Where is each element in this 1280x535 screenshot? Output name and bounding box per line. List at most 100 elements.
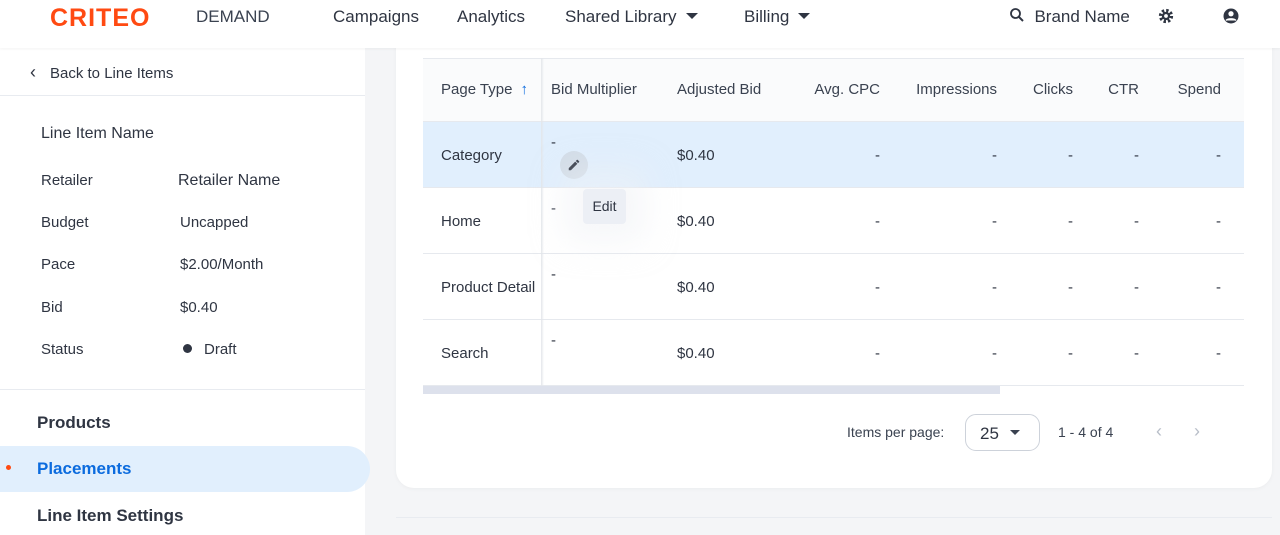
cell-avg-cpc: - xyxy=(875,147,880,164)
nav-label: Billing xyxy=(744,7,790,26)
caret-down-icon xyxy=(798,13,811,19)
caret-down-icon xyxy=(685,13,698,19)
cell-bid-multiplier: - xyxy=(551,332,556,349)
cell-ctr: - xyxy=(1134,279,1139,296)
top-header: CRITEO DEMAND Campaigns Analytics Shared… xyxy=(0,0,1280,48)
criteo-logo[interactable]: CRITEO xyxy=(50,4,151,32)
nav-shared-library[interactable]: Shared Library xyxy=(565,7,698,27)
cell-page-type: Product Detail xyxy=(441,279,536,296)
table-row[interactable]: Category - $0.40 - - - - - xyxy=(423,122,1244,188)
col-clicks[interactable]: Clicks xyxy=(1033,81,1073,98)
detail-value: $2.00/Month xyxy=(180,256,264,273)
sort-up-icon: ↑ xyxy=(520,81,528,98)
brand-name: Brand Name xyxy=(1034,7,1130,26)
detail-value: Uncapped xyxy=(180,214,249,231)
cell-avg-cpc: - xyxy=(875,345,880,362)
col-adjusted-bid[interactable]: Adjusted Bid xyxy=(677,81,762,98)
col-avg-cpc[interactable]: Avg. CPC xyxy=(814,81,880,98)
col-ctr[interactable]: CTR xyxy=(1108,81,1139,98)
cell-spend: - xyxy=(1216,147,1221,164)
sticky-column-shadow xyxy=(541,58,544,386)
cell-clicks: - xyxy=(1068,345,1073,362)
cell-avg-cpc: - xyxy=(875,213,880,230)
cell-spend: - xyxy=(1216,213,1221,230)
per-page-value: 25 xyxy=(980,424,999,443)
cell-adjusted-bid: $0.40 xyxy=(677,147,715,164)
detail-label: Bid xyxy=(41,299,63,316)
items-per-page-select[interactable]: 25 xyxy=(965,414,1040,451)
col-spend[interactable]: Spend xyxy=(1177,81,1221,98)
cell-spend: - xyxy=(1216,279,1221,296)
cell-bid-multiplier: - xyxy=(551,266,556,283)
section-placements[interactable]: Placements xyxy=(0,446,370,492)
gear-icon[interactable] xyxy=(1157,7,1175,25)
page-range: 1 - 4 of 4 xyxy=(1058,424,1114,440)
chevron-left-icon: ‹ xyxy=(30,62,36,82)
status-dot-icon xyxy=(183,344,192,353)
cell-spend: - xyxy=(1216,345,1221,362)
cell-ctr: - xyxy=(1134,345,1139,362)
cell-clicks: - xyxy=(1068,147,1073,164)
divider xyxy=(0,95,365,96)
line-item-name: Line Item Name xyxy=(41,125,154,142)
edit-tooltip: Edit xyxy=(583,189,626,224)
cell-adjusted-bid: $0.40 xyxy=(677,279,715,296)
cell-impressions: - xyxy=(992,213,997,230)
product-name: DEMAND xyxy=(196,7,270,26)
cell-impressions: - xyxy=(992,279,997,296)
col-page-type[interactable]: Page Type ↑ xyxy=(441,81,528,98)
divider xyxy=(0,389,365,390)
status-badge: Draft xyxy=(180,341,237,358)
next-page-button[interactable]: › xyxy=(1194,421,1200,441)
detail-label: Pace xyxy=(41,256,76,273)
col-label: Page Type xyxy=(441,81,513,98)
cell-clicks: - xyxy=(1068,279,1073,296)
cell-page-type: Category xyxy=(441,147,502,164)
divider xyxy=(396,517,1272,518)
detail-label: Status xyxy=(41,341,84,358)
section-label: Placements xyxy=(37,459,132,478)
pencil-icon xyxy=(568,159,580,171)
caret-down-icon xyxy=(1010,430,1020,435)
col-impressions[interactable]: Impressions xyxy=(916,81,997,98)
cell-impressions: - xyxy=(992,345,997,362)
nav-billing[interactable]: Billing xyxy=(744,7,811,27)
table-row[interactable]: Search - $0.40 - - - - - xyxy=(423,320,1244,386)
cell-ctr: - xyxy=(1134,213,1139,230)
cell-bid-multiplier: - xyxy=(551,200,556,217)
edit-button[interactable] xyxy=(560,151,588,179)
col-bid-multiplier[interactable]: Bid Multiplier xyxy=(551,81,637,98)
cell-adjusted-bid: $0.40 xyxy=(677,345,715,362)
section-products[interactable]: Products xyxy=(37,413,111,432)
table-header xyxy=(423,58,1244,122)
back-label: Back to Line Items xyxy=(50,65,174,82)
account-icon[interactable] xyxy=(1222,7,1240,25)
detail-value: $0.40 xyxy=(180,299,218,316)
nav-campaigns[interactable]: Campaigns xyxy=(333,7,419,26)
cell-page-type: Home xyxy=(441,213,482,230)
prev-page-button[interactable]: ‹ xyxy=(1156,421,1162,441)
cell-bid-multiplier: - xyxy=(551,134,556,151)
back-link[interactable]: ‹ Back to Line Items xyxy=(30,62,173,83)
table-row[interactable]: Home - $0.40 - - - - - xyxy=(423,188,1244,254)
status-text: Draft xyxy=(204,341,237,358)
table-row[interactable]: Product Detail - $0.40- - - - - xyxy=(423,254,1244,320)
cell-clicks: - xyxy=(1068,213,1073,230)
detail-label: Budget xyxy=(41,214,89,231)
detail-label: Retailer xyxy=(41,172,93,189)
brand-selector[interactable]: Brand Name xyxy=(1008,6,1130,27)
cell-adjusted-bid: $0.40 xyxy=(677,213,715,230)
scrollbar-thumb[interactable] xyxy=(423,386,1000,394)
nav-analytics[interactable]: Analytics xyxy=(457,7,526,26)
active-dot-icon xyxy=(6,465,11,470)
detail-value: Retailer Name xyxy=(178,172,281,189)
section-line-item-settings[interactable]: Line Item Settings xyxy=(37,506,184,525)
items-per-page-label: Items per page: xyxy=(847,424,945,440)
nav-label: Shared Library xyxy=(565,7,677,26)
horizontal-scrollbar[interactable] xyxy=(423,386,1244,394)
search-icon xyxy=(1010,8,1024,22)
cell-page-type: Search xyxy=(441,345,489,362)
cell-avg-cpc: - xyxy=(875,279,880,296)
cell-impressions: - xyxy=(992,147,997,164)
cell-ctr: - xyxy=(1134,147,1139,164)
